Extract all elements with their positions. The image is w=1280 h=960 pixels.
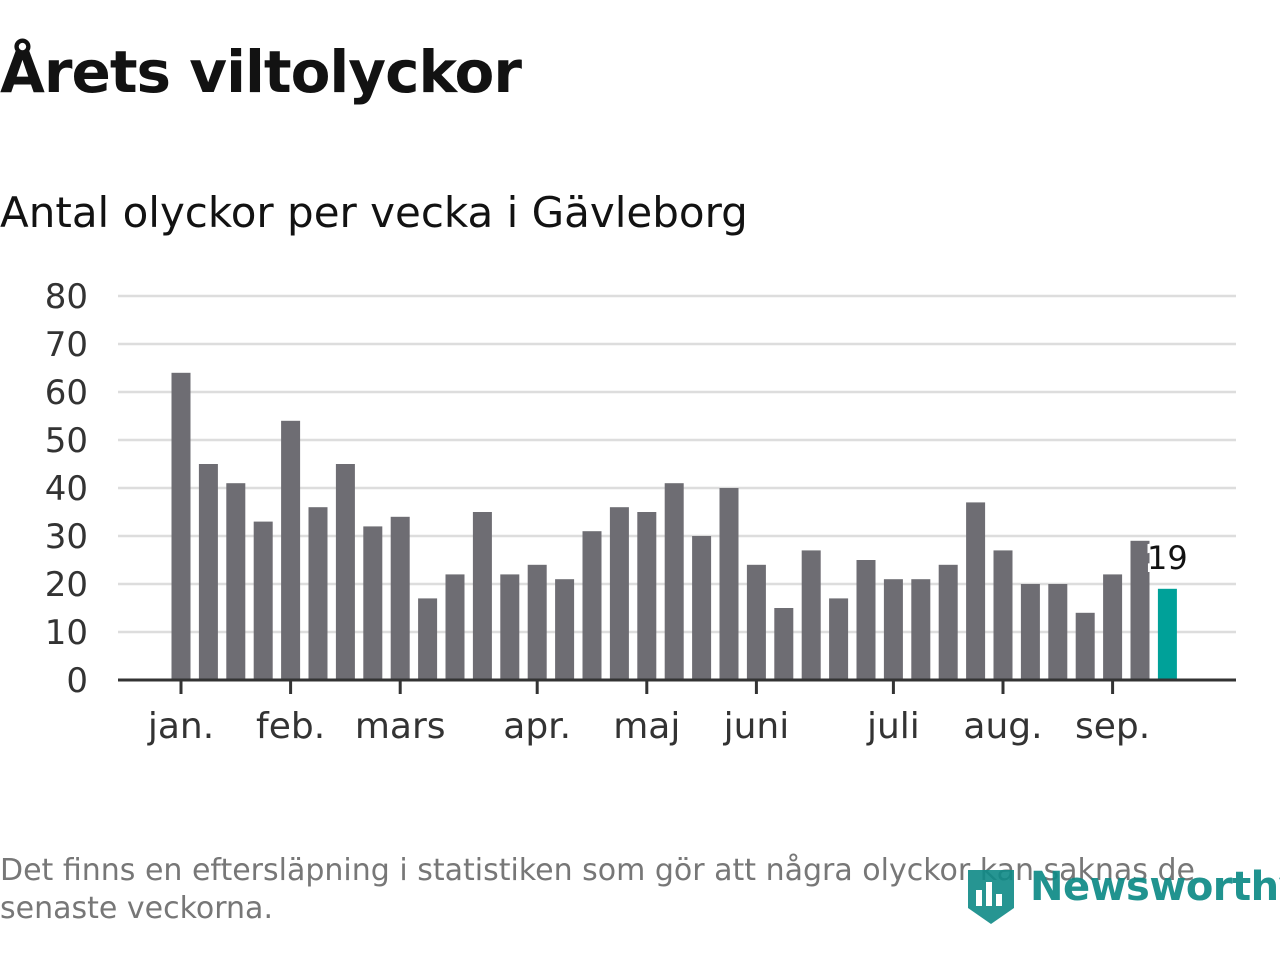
chart-subtitle: Antal olyckor per vecka i Gävleborg [0, 188, 748, 237]
bar [1130, 540, 1150, 680]
bar [308, 507, 328, 680]
data-label-latest: 19 [1147, 539, 1188, 577]
y-tick-label: 0 [66, 661, 88, 701]
bar [171, 372, 191, 680]
newsworthy-logo: Newsworthy [964, 862, 1280, 928]
x-tick-label: juli [866, 706, 920, 747]
bar [938, 564, 958, 680]
y-tick-label: 30 [45, 517, 88, 557]
bar [829, 598, 849, 680]
bars [171, 372, 1177, 680]
bar [692, 536, 712, 680]
newsworthy-logo-text: Newsworthy [1030, 864, 1280, 910]
bar [1075, 612, 1095, 680]
bar [883, 579, 903, 680]
x-tick-label: aug. [963, 706, 1042, 747]
bar [527, 564, 547, 680]
y-tick-label: 10 [45, 613, 88, 653]
bar [363, 526, 383, 680]
bar [637, 512, 657, 680]
x-tick-label: juni [723, 706, 790, 747]
chart-title: Årets viltolyckor [0, 38, 522, 106]
y-tick-label: 70 [45, 325, 88, 365]
bar [1048, 584, 1068, 680]
bar-chart: 0 10 20 30 40 50 60 70 80 jan. feb. mars apr. maj jun… [45, 277, 1236, 747]
x-tick-label: mars [355, 706, 446, 747]
bar [609, 507, 629, 680]
bar [390, 516, 410, 680]
bar [335, 464, 355, 680]
y-tick-label: 60 [45, 373, 88, 413]
bar [1020, 584, 1040, 680]
x-tick-label: jan. [147, 706, 214, 747]
bar [856, 560, 876, 680]
bar [418, 598, 438, 680]
y-tick-label: 50 [45, 421, 88, 461]
bar-latest-week [1157, 588, 1177, 680]
bar [664, 483, 684, 680]
x-axis: jan. feb. mars apr. maj juni juli aug. sep. [118, 678, 1236, 747]
y-axis-ticks: 0 10 20 30 40 50 60 70 80 [45, 277, 88, 701]
bar [472, 512, 492, 680]
bar [445, 574, 465, 680]
bar [719, 488, 739, 680]
bar [1103, 574, 1123, 680]
x-tick-label: feb. [256, 706, 325, 747]
data-labels: 19 [1144, 536, 1191, 580]
y-tick-label: 20 [45, 565, 88, 605]
bar [226, 483, 246, 680]
bar [911, 579, 931, 680]
x-tick-label: sep. [1075, 706, 1150, 747]
bar [555, 579, 575, 680]
bar [198, 464, 218, 680]
bar [500, 574, 520, 680]
bar [993, 550, 1013, 680]
y-tick-label: 40 [45, 469, 88, 509]
x-tick-label: apr. [503, 706, 571, 747]
bar [582, 531, 602, 680]
bar [281, 420, 301, 680]
bar [966, 502, 986, 680]
bar [774, 608, 794, 680]
y-tick-label: 80 [45, 277, 88, 317]
bar [801, 550, 821, 680]
bar [746, 564, 766, 680]
bar [253, 521, 273, 680]
newsworthy-logo-icon [968, 870, 1014, 924]
x-tick-label: maj [613, 706, 680, 747]
